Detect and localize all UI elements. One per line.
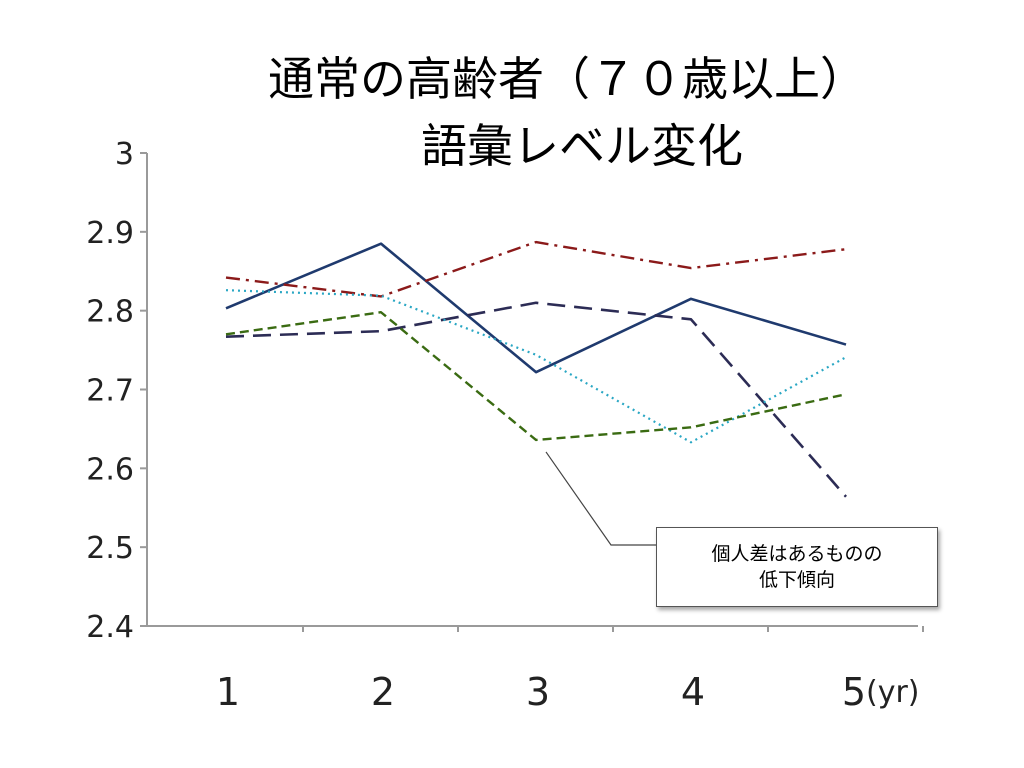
annotation-text-line-2: 低下傾向: [758, 569, 835, 591]
series-line-4: [225, 289, 847, 444]
annotation-callout: 個人差はあるものの 低下傾向: [656, 527, 938, 607]
x-tick-label: 5: [842, 670, 866, 714]
chart-series: [225, 240, 847, 498]
series-line-1: [225, 242, 847, 374]
annotation-leader: [545, 451, 656, 546]
x-axis-ticks: 1 2 3 4 5 (yr): [216, 626, 924, 714]
y-tick-label: 2.4: [86, 610, 134, 645]
annotation-leader-line: [545, 451, 656, 546]
x-tick-label: 2: [371, 670, 395, 714]
x-unit-label: (yr): [866, 675, 920, 710]
series-line-2: [225, 240, 847, 298]
y-tick-label: 2.6: [86, 452, 134, 487]
chart-title-line-1: 通常の高齢者（７０歳以上）: [268, 52, 866, 106]
y-tick-label: 2.9: [86, 216, 134, 251]
series-line-5: [225, 311, 847, 442]
y-tick-label: 3: [115, 137, 134, 172]
y-tick-label: 2.8: [86, 295, 134, 330]
y-tick-label: 2.5: [86, 531, 134, 566]
y-tick-label: 2.7: [86, 374, 134, 409]
annotation-text-line-1: 個人差はあるものの: [711, 543, 883, 565]
x-tick-label: 3: [526, 670, 550, 714]
chart-title-line-2: 語彙レベル変化: [421, 119, 743, 173]
series-line-3: [225, 301, 847, 498]
x-tick-label: 1: [216, 670, 240, 714]
x-tick-label: 4: [681, 670, 705, 714]
y-axis-ticks: 3 2.9 2.8 2.7 2.6 2.5 2.4: [86, 137, 147, 645]
